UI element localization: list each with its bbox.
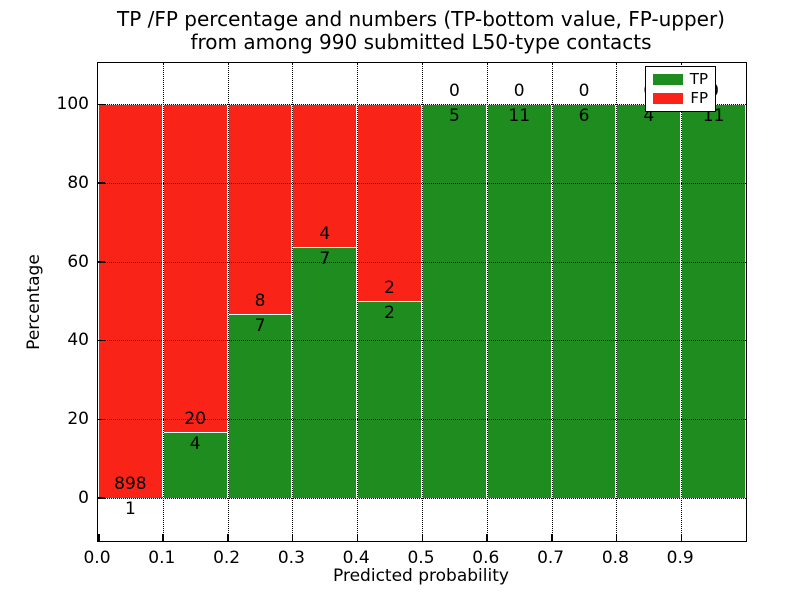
x-tick-label: 0.8 — [601, 548, 629, 568]
legend-item: FP — [653, 90, 708, 107]
x-tick-label: 0.1 — [148, 548, 176, 568]
legend-item: TP — [653, 71, 708, 88]
x-tick-mark — [227, 534, 229, 541]
gridline-x — [357, 63, 359, 541]
x-tick-mark — [615, 534, 618, 541]
y-tick-label: 60 — [67, 251, 89, 272]
x-tick-label: 0.4 — [342, 548, 370, 568]
bar-segment-tp — [292, 247, 358, 498]
x-tick-label: 0.5 — [407, 548, 435, 568]
legend-swatch-fp — [653, 93, 683, 104]
bar-segment-tp — [422, 104, 487, 498]
bar-segment-tp — [227, 314, 293, 498]
tp-count-label: 11 — [508, 106, 531, 127]
bar-segment-tp — [616, 104, 682, 498]
gridline-x — [486, 63, 488, 541]
y-tick-label: 40 — [67, 330, 89, 351]
bar-segment-fp — [162, 104, 228, 433]
y-tick-label: 20 — [67, 409, 89, 430]
x-tick-mark — [680, 534, 683, 541]
y-tick-label: 80 — [67, 172, 89, 193]
x-tick-label: 0.2 — [213, 548, 241, 568]
tp-count-label: 2 — [384, 303, 395, 324]
fp-count-label: 20 — [184, 409, 207, 430]
bar-segment-fp — [227, 104, 293, 315]
x-axis-label: Predicted probability — [333, 566, 509, 586]
x-tick-mark — [162, 534, 164, 541]
fp-count-label: 4 — [319, 224, 331, 245]
legend: TP FP — [645, 66, 716, 112]
x-tick-label: 0.0 — [83, 548, 111, 568]
fp-count-label: 0 — [448, 81, 460, 102]
bar-segment-fp — [292, 104, 358, 248]
x-tick-mark — [551, 534, 553, 541]
y-tick-label: 0 — [78, 487, 89, 508]
chart-title-line1: TP /FP percentage and numbers (TP-bottom… — [117, 7, 725, 31]
fp-count-label: 0 — [513, 81, 525, 102]
x-tick-label: 0.6 — [472, 548, 500, 568]
fp-count-label: 8 — [254, 291, 266, 312]
y-tick-mark — [98, 182, 105, 184]
gridline-x — [227, 63, 229, 541]
tp-count-label: 7 — [319, 249, 331, 270]
gridline-x — [292, 63, 294, 541]
legend-swatch-tp — [653, 74, 683, 85]
bar-segment-tp — [486, 104, 552, 498]
y-tick-mark — [98, 497, 105, 499]
y-tick-mark — [98, 261, 105, 263]
x-tick-label: 0.3 — [277, 548, 305, 568]
x-tick-label: 0.7 — [537, 548, 565, 568]
gridline-x — [162, 63, 164, 541]
tp-count-label: 4 — [643, 106, 655, 127]
y-tick-label: 100 — [56, 94, 89, 115]
gridline-x — [616, 63, 618, 541]
y-tick-mark — [98, 103, 105, 106]
legend-label-tp: TP — [689, 70, 708, 88]
fp-count-label: 0 — [578, 81, 590, 102]
legend-label-fp: FP — [690, 89, 708, 107]
gridline-x — [422, 63, 423, 541]
x-tick-label: 0.9 — [666, 548, 694, 568]
x-tick-mark — [421, 534, 423, 541]
x-tick-mark — [486, 534, 488, 541]
tp-count-label: 7 — [254, 316, 266, 337]
bar-segment-tp — [162, 432, 228, 498]
x-tick-mark — [356, 534, 359, 541]
bar-segment-tp — [357, 301, 422, 498]
tp-count-label: 6 — [578, 106, 590, 127]
x-tick-mark — [291, 534, 294, 541]
bar-segment-fp — [98, 104, 163, 498]
tp-count-label: 5 — [448, 106, 460, 127]
y-axis-label: Percentage — [24, 254, 44, 350]
fp-count-label: 898 — [114, 474, 147, 495]
gridline-x — [551, 63, 553, 541]
bar-segment-tp — [681, 104, 746, 498]
tp-count-label: 4 — [189, 434, 201, 455]
chart-title: TP /FP percentage and numbers (TP-bottom… — [97, 8, 745, 54]
gridline-x — [681, 63, 683, 541]
bar-segment-fp — [357, 104, 422, 301]
tp-count-label: 1 — [124, 499, 136, 520]
bar-segment-tp — [551, 104, 617, 498]
y-tick-mark — [98, 339, 105, 342]
chart-title-line2: from among 990 submitted L50-type contac… — [190, 30, 652, 54]
x-tick-mark — [98, 534, 100, 541]
y-tick-mark — [98, 418, 105, 421]
plot-area: 8981204874722050110604011 — [97, 62, 747, 542]
fp-count-label: 2 — [384, 278, 395, 299]
